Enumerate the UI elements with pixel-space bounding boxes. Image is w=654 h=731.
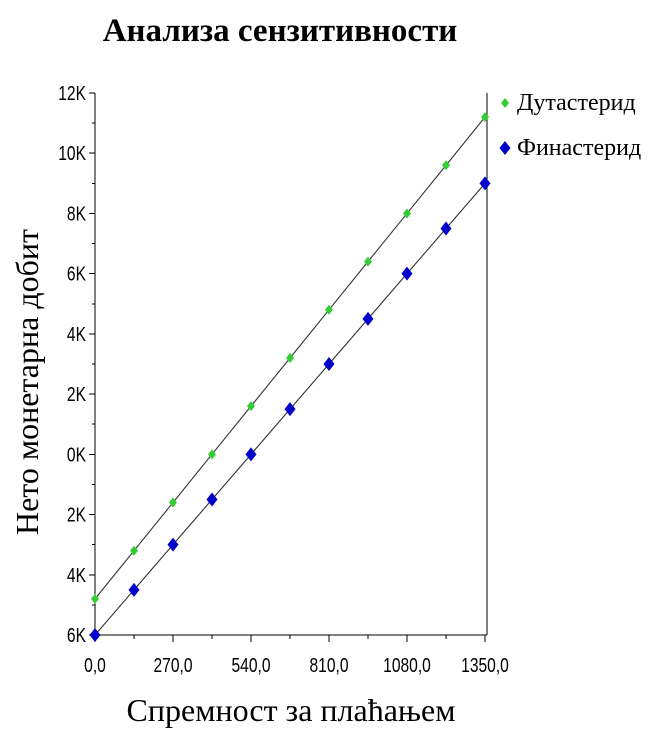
finasterid-point (362, 311, 374, 326)
y-tick-label: 4K (67, 323, 86, 345)
finasterid-point (323, 357, 335, 371)
legend-item-dutasterid: Дутастерид (501, 90, 636, 116)
y-tick-label: 2K (67, 504, 86, 526)
finasterid-point (479, 176, 491, 191)
finasterid-point (245, 447, 257, 462)
chart-title: Анализа сензитивности (103, 13, 458, 49)
dutasterid-point (481, 112, 489, 123)
y-tick-label: 8K (67, 203, 86, 225)
finasterid-point (128, 582, 140, 597)
dutasterid-point (442, 160, 450, 171)
y-tick-label: 12K (58, 82, 86, 104)
x-tick-label: 0,0 (84, 654, 106, 676)
dutasterid-point (364, 256, 372, 267)
legend: Дутастерид Финастерид (499, 90, 641, 161)
x-tick-label: 1350,0 (461, 654, 509, 676)
finasterid-point (89, 628, 101, 642)
x-axis-label: Спремност за плаћањем (127, 692, 456, 728)
finasterid-point (440, 221, 452, 236)
y-tick-label: 10K (58, 142, 86, 164)
series-layer (89, 112, 491, 642)
dutasterid-point (247, 401, 255, 412)
dutasterid-point (403, 208, 411, 219)
legend-label: Финастерид (517, 135, 641, 161)
y-tick-label: 4K (67, 564, 86, 586)
y-tick-label: 6K (67, 263, 86, 285)
legend-item-finasterid: Финастерид (499, 135, 641, 161)
legend-marker (499, 141, 511, 155)
dutasterid-point (325, 304, 333, 315)
y-axis-label: Нето монетарна добит (9, 229, 45, 535)
dutasterid-point (208, 449, 216, 460)
x-tick-label: 540,0 (231, 654, 270, 676)
dutasterid-point (91, 593, 99, 604)
finasterid-point (206, 492, 218, 507)
finasterid-point (401, 266, 413, 281)
y-tick-label: 0K (67, 443, 86, 465)
x-tick-label: 810,0 (309, 654, 348, 676)
dutasterid-point (286, 352, 294, 363)
legend-marker (501, 98, 509, 108)
y-tick-label: 6K (67, 624, 86, 646)
finasterid-point (284, 402, 296, 417)
dutasterid-point (169, 497, 177, 508)
axes: 12K 10K 8K 6K 4K 2K 0K 2K 4K 6K 0,0 270,0 540,0 810,0… (58, 82, 509, 676)
y-tick-label: 2K (67, 383, 86, 405)
x-tick-label: 270,0 (153, 654, 192, 676)
dutasterid-point (130, 545, 138, 556)
x-tick-label: 1080,0 (383, 654, 431, 676)
legend-label: Дутастерид (517, 90, 636, 116)
finasterid-point (167, 537, 179, 552)
